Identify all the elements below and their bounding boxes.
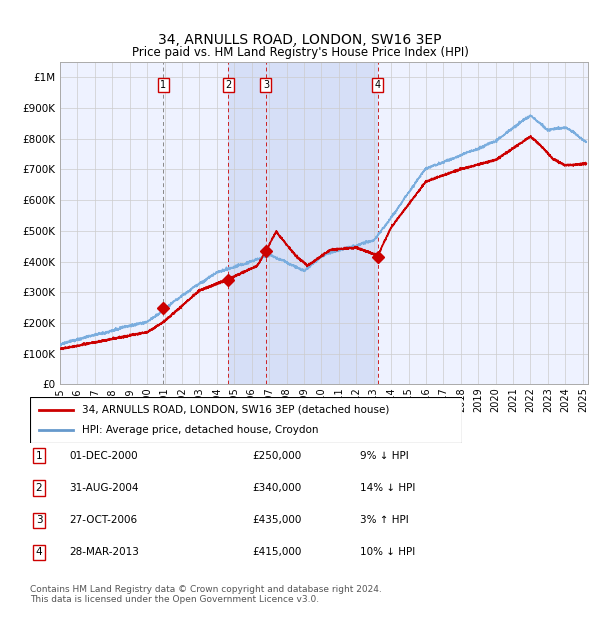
Text: HPI: Average price, detached house, Croydon: HPI: Average price, detached house, Croy… <box>82 425 319 435</box>
Text: 31-AUG-2004: 31-AUG-2004 <box>69 483 139 493</box>
Text: 28-MAR-2013: 28-MAR-2013 <box>69 547 139 557</box>
Text: £415,000: £415,000 <box>252 547 301 557</box>
Text: 3% ↑ HPI: 3% ↑ HPI <box>360 515 409 525</box>
Text: 1: 1 <box>160 80 166 90</box>
Text: £435,000: £435,000 <box>252 515 301 525</box>
FancyBboxPatch shape <box>30 397 462 443</box>
Text: 2: 2 <box>35 483 43 493</box>
Text: 4: 4 <box>35 547 43 557</box>
Text: 27-OCT-2006: 27-OCT-2006 <box>69 515 137 525</box>
Text: 01-DEC-2000: 01-DEC-2000 <box>69 451 137 461</box>
Text: £250,000: £250,000 <box>252 451 301 461</box>
Bar <box>229 62 266 384</box>
Text: 10% ↓ HPI: 10% ↓ HPI <box>360 547 415 557</box>
Text: 14% ↓ HPI: 14% ↓ HPI <box>360 483 415 493</box>
Text: 4: 4 <box>375 80 381 90</box>
Text: Price paid vs. HM Land Registry's House Price Index (HPI): Price paid vs. HM Land Registry's House … <box>131 46 469 59</box>
Text: 1: 1 <box>35 451 43 461</box>
Text: 9% ↓ HPI: 9% ↓ HPI <box>360 451 409 461</box>
Text: Contains HM Land Registry data © Crown copyright and database right 2024.
This d: Contains HM Land Registry data © Crown c… <box>30 585 382 604</box>
Text: 34, ARNULLS ROAD, LONDON, SW16 3EP (detached house): 34, ARNULLS ROAD, LONDON, SW16 3EP (deta… <box>82 405 389 415</box>
Bar <box>266 62 378 384</box>
Text: 34, ARNULLS ROAD, LONDON, SW16 3EP: 34, ARNULLS ROAD, LONDON, SW16 3EP <box>158 33 442 47</box>
Text: 3: 3 <box>263 80 269 90</box>
Text: 2: 2 <box>225 80 232 90</box>
Text: 3: 3 <box>35 515 43 525</box>
Text: £340,000: £340,000 <box>252 483 301 493</box>
